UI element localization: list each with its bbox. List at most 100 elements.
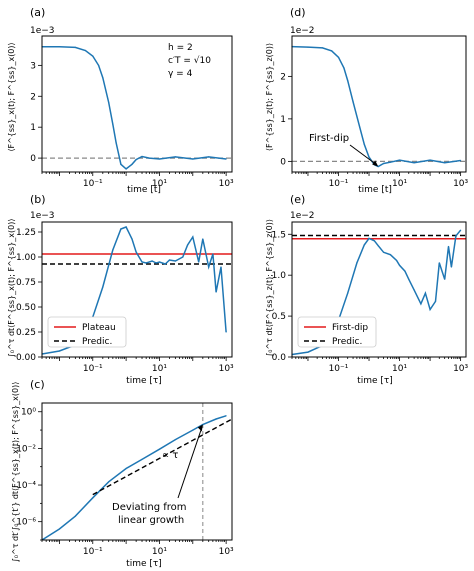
- data-point: [404, 270, 406, 272]
- data-point: [148, 157, 150, 159]
- data-point: [447, 245, 450, 248]
- data-point: [125, 226, 127, 228]
- data-point: [359, 126, 361, 128]
- data-point: [220, 266, 222, 268]
- data-point: [352, 101, 354, 103]
- plot-a: 10⁻¹ 10¹ 10³ 0 1 2 3: [30, 35, 234, 189]
- axes-frame: [291, 221, 467, 358]
- panel-d: (d) 1e−2 ⟨F^{ss}_z(t); F^{ss}_z(0)⟩ time…: [265, 6, 392, 195]
- data-point: [202, 238, 204, 240]
- multiplier-e: 1e−2: [290, 211, 315, 221]
- data-point: [131, 163, 133, 165]
- data-point: [356, 262, 358, 264]
- data-point: [399, 264, 401, 266]
- data-point: [131, 238, 133, 240]
- data-point: [108, 101, 110, 104]
- data-point: [108, 481, 110, 483]
- x-tick-label: 10⁻¹: [329, 364, 349, 374]
- data-point: [208, 266, 210, 268]
- data-point: [396, 259, 398, 262]
- data-point: [444, 278, 446, 280]
- data-point: [74, 46, 76, 49]
- plot-d: 10⁻¹ 10¹ 10³ 0 1 2: [280, 35, 469, 189]
- x-tick-label: 10¹: [152, 364, 167, 374]
- data-point: [125, 467, 127, 470]
- data-point: [383, 162, 385, 165]
- data-point: [434, 300, 437, 302]
- data-point: [192, 158, 194, 160]
- data-point: [408, 278, 410, 280]
- y-axis-label-e: ∫₀^τ dt⟨F^{ss}_z(t); F^{ss}_z(0)⟩: [265, 219, 274, 357]
- data-point: [192, 429, 194, 431]
- y-tick-label: 1.25: [16, 228, 36, 238]
- y-tick-label: 10⁻²: [16, 444, 36, 454]
- data-point: [98, 64, 100, 66]
- data-point: [135, 159, 137, 161]
- data-point: [455, 235, 457, 237]
- y-tick-label: 1: [280, 115, 286, 125]
- data-point: [429, 159, 431, 161]
- data-point: [151, 260, 153, 262]
- annotation-line-2: linear growth: [118, 515, 184, 526]
- legend-entry: First-dip: [332, 323, 368, 333]
- data-point: [225, 331, 227, 333]
- axes-frame: [41, 35, 233, 173]
- x-axis-label-e: time [τ]: [357, 376, 393, 386]
- data-point: [174, 439, 176, 441]
- data-point: [337, 56, 340, 58]
- data-point: [120, 163, 122, 165]
- first-dip-arrow: [349, 144, 377, 165]
- x-tick-label: 10¹: [152, 547, 167, 557]
- param-gamma: γ = 4: [168, 69, 193, 79]
- data-point: [192, 236, 194, 238]
- data-point: [363, 143, 365, 145]
- data-point: [389, 161, 391, 163]
- data-point: [383, 251, 385, 253]
- y-tick-label: 0.25: [16, 328, 36, 338]
- axes-frame: [291, 35, 467, 173]
- legend-entry: Predic.: [332, 337, 362, 347]
- param-h: h = 2: [168, 43, 193, 53]
- data-point: [444, 162, 446, 164]
- data-point: [225, 158, 227, 160]
- data-point: [307, 351, 309, 353]
- linear-fit-line: [92, 418, 233, 496]
- panel-b: (b) 1e−3 ∫₀^τ dt⟨F^{ss}_x(t); F^{ss}_x(0…: [7, 193, 162, 386]
- data-point: [424, 292, 426, 294]
- data-point: [125, 168, 127, 170]
- y-axis-label-d: ⟨F^{ss}_z(t); F^{ss}_z(0)⟩: [265, 43, 274, 151]
- data-point: [225, 415, 227, 417]
- data-point: [58, 350, 61, 352]
- param-c: c′T = √10: [168, 55, 211, 66]
- data-point: [413, 162, 415, 164]
- x-tick-label: 10¹: [392, 364, 407, 374]
- x-tick-label: 10³: [453, 364, 468, 374]
- y-tick-label: 0.5: [272, 312, 286, 322]
- y-tick-label: 10⁻⁴: [16, 481, 36, 491]
- y-tick-label: 0: [30, 154, 36, 164]
- data-point: [450, 266, 452, 268]
- data-point: [92, 55, 94, 57]
- panel-a: (a) 1e−3 h = 2 c′T = √10 γ = 4 ⟨F^{ss}_x…: [7, 6, 211, 195]
- legend-entry: Predic.: [82, 337, 112, 347]
- panel-label-a: (a): [30, 6, 45, 19]
- panel-e: (e) 1e−2 ∫₀^τ dt⟨F^{ss}_z(t); F^{ss}_z(0…: [265, 193, 393, 386]
- data-point: [347, 80, 349, 82]
- x-axis-label-d: time [t]: [358, 185, 392, 195]
- data-point: [389, 254, 391, 256]
- multiplier-b: 1e−3: [30, 211, 55, 221]
- y-tick-label: 3: [30, 61, 36, 71]
- y-tick-label: 0.75: [16, 278, 36, 288]
- data-point: [155, 262, 157, 264]
- y-tick-label: 1: [30, 123, 36, 133]
- panel-label-d: (d): [290, 6, 306, 19]
- multiplier-d: 1e−2: [290, 26, 315, 36]
- legend-box: [47, 316, 127, 348]
- data-point: [74, 515, 76, 517]
- data-point: [399, 159, 401, 161]
- x-tick-label: 10⁻¹: [83, 179, 103, 189]
- data-point: [377, 245, 379, 247]
- data-point: [141, 261, 143, 263]
- data-point: [321, 47, 324, 49]
- panel-label-c: (c): [30, 378, 45, 391]
